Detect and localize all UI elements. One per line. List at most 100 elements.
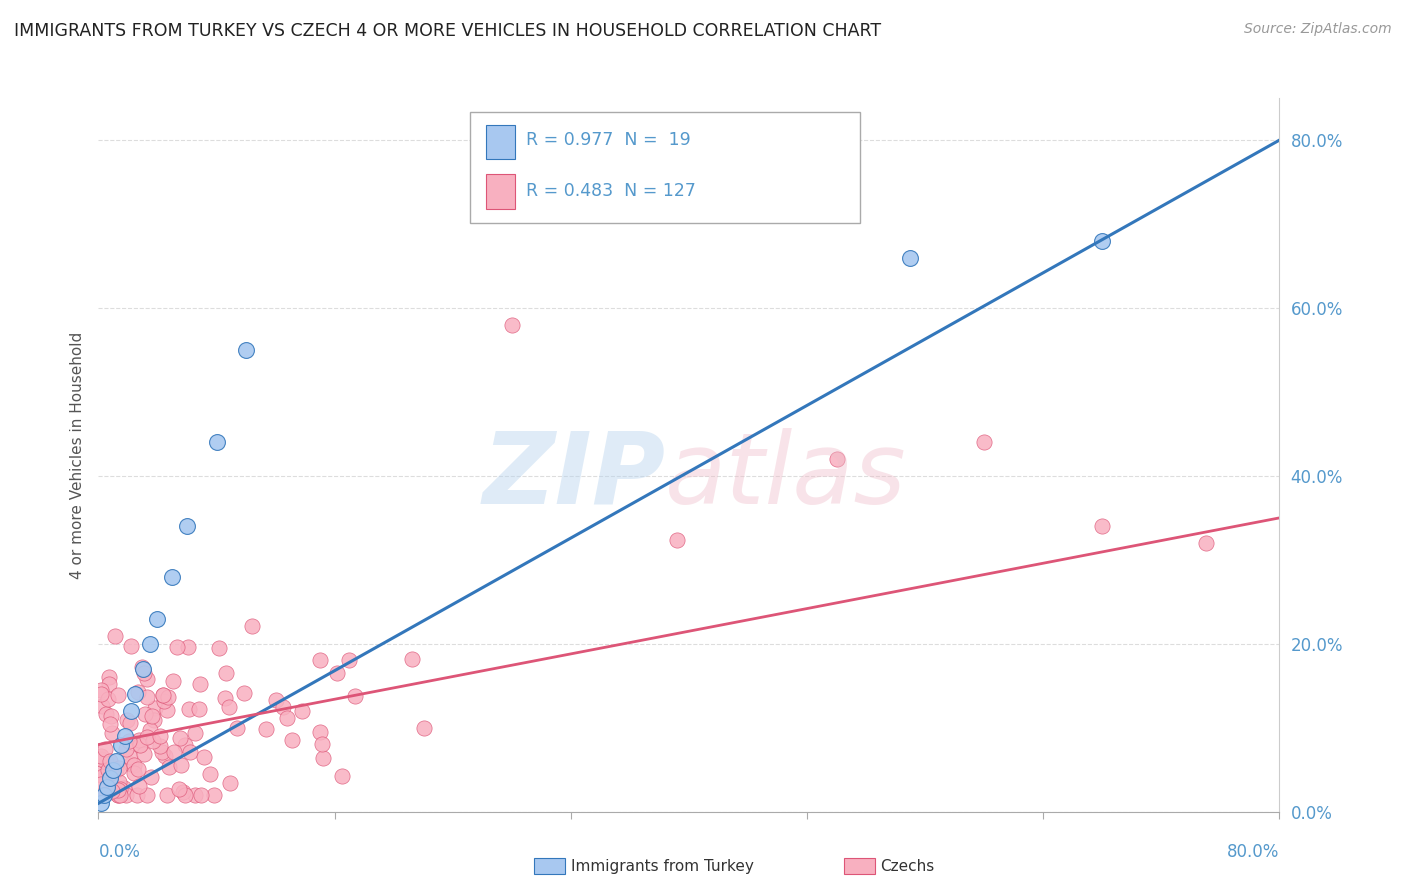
Point bbox=[131, 660, 153, 674]
Point bbox=[1195, 536, 1218, 550]
Point bbox=[90, 687, 112, 701]
Point bbox=[337, 653, 360, 667]
Point bbox=[98, 771, 121, 785]
Point bbox=[166, 640, 188, 654]
Text: atlas: atlas bbox=[665, 428, 907, 524]
Point bbox=[170, 758, 193, 772]
Point bbox=[309, 725, 332, 739]
Point bbox=[115, 741, 138, 756]
Point bbox=[200, 767, 222, 781]
Point bbox=[150, 745, 173, 759]
Point bbox=[125, 788, 148, 802]
Point bbox=[235, 343, 257, 357]
Point bbox=[214, 691, 236, 706]
Point bbox=[94, 707, 117, 722]
Y-axis label: 4 or more Vehicles in Household: 4 or more Vehicles in Household bbox=[69, 331, 84, 579]
Point bbox=[100, 708, 122, 723]
FancyBboxPatch shape bbox=[471, 112, 860, 223]
Point bbox=[173, 739, 195, 753]
Point bbox=[149, 739, 172, 753]
Point bbox=[156, 703, 179, 717]
Point bbox=[118, 749, 141, 764]
Point bbox=[93, 788, 115, 802]
Point bbox=[135, 672, 157, 686]
Point bbox=[152, 694, 174, 708]
Point bbox=[127, 762, 149, 776]
Point bbox=[169, 731, 191, 746]
Point bbox=[98, 716, 121, 731]
Point bbox=[139, 637, 162, 651]
Point bbox=[120, 639, 142, 653]
Point bbox=[110, 782, 132, 797]
Point bbox=[177, 640, 200, 655]
Point bbox=[205, 435, 228, 450]
Point bbox=[401, 652, 423, 666]
Point bbox=[107, 688, 129, 702]
Text: IMMIGRANTS FROM TURKEY VS CZECH 4 OR MORE VEHICLES IN HOUSEHOLD CORRELATION CHAR: IMMIGRANTS FROM TURKEY VS CZECH 4 OR MOR… bbox=[14, 22, 882, 40]
Point bbox=[103, 763, 125, 777]
Point bbox=[219, 776, 242, 790]
Point bbox=[93, 788, 115, 802]
Point bbox=[115, 714, 138, 728]
Point bbox=[215, 665, 238, 680]
Point bbox=[264, 692, 287, 706]
Point bbox=[142, 713, 165, 727]
Point bbox=[96, 692, 118, 706]
Point bbox=[112, 781, 135, 796]
Point bbox=[193, 749, 215, 764]
Point bbox=[93, 764, 115, 778]
Point bbox=[146, 612, 169, 626]
Point bbox=[326, 665, 349, 680]
Point bbox=[136, 690, 159, 704]
Point bbox=[101, 726, 124, 740]
Point bbox=[176, 519, 198, 533]
Point bbox=[107, 788, 129, 802]
Point bbox=[142, 734, 165, 748]
Point bbox=[100, 765, 122, 780]
Point bbox=[128, 738, 150, 752]
Point bbox=[163, 745, 186, 759]
FancyBboxPatch shape bbox=[486, 175, 516, 209]
Point bbox=[233, 686, 256, 700]
Point bbox=[90, 777, 112, 791]
Point bbox=[90, 788, 112, 802]
Point bbox=[825, 452, 848, 467]
Point bbox=[114, 729, 136, 743]
Text: 0.0%: 0.0% bbox=[98, 843, 141, 861]
Text: Immigrants from Turkey: Immigrants from Turkey bbox=[571, 859, 754, 873]
Point bbox=[104, 629, 127, 643]
Point bbox=[135, 788, 157, 802]
Point bbox=[218, 699, 240, 714]
Point bbox=[330, 769, 353, 783]
Point bbox=[162, 569, 183, 583]
Point bbox=[91, 769, 114, 783]
Point bbox=[152, 689, 174, 703]
Point bbox=[184, 788, 207, 802]
Point bbox=[1091, 234, 1114, 248]
Point bbox=[114, 788, 136, 802]
Point bbox=[128, 738, 150, 752]
Point bbox=[122, 766, 145, 780]
Point bbox=[96, 780, 118, 794]
Point bbox=[202, 788, 225, 802]
Point bbox=[141, 708, 163, 723]
Point bbox=[104, 763, 127, 777]
Point bbox=[156, 788, 179, 802]
Point bbox=[127, 685, 149, 699]
Point bbox=[128, 733, 150, 747]
Text: 80.0%: 80.0% bbox=[1227, 843, 1279, 861]
Point bbox=[134, 747, 156, 762]
Point bbox=[240, 619, 263, 633]
Point bbox=[157, 690, 180, 705]
Point bbox=[120, 716, 142, 731]
Point bbox=[271, 700, 294, 714]
Point bbox=[94, 756, 117, 770]
Point bbox=[900, 251, 922, 265]
Point bbox=[94, 742, 117, 756]
Point bbox=[276, 711, 298, 725]
Text: R = 0.483  N = 127: R = 0.483 N = 127 bbox=[526, 182, 696, 200]
Point bbox=[169, 781, 191, 796]
Point bbox=[108, 761, 131, 775]
Point bbox=[1091, 519, 1114, 533]
Point bbox=[97, 670, 120, 684]
